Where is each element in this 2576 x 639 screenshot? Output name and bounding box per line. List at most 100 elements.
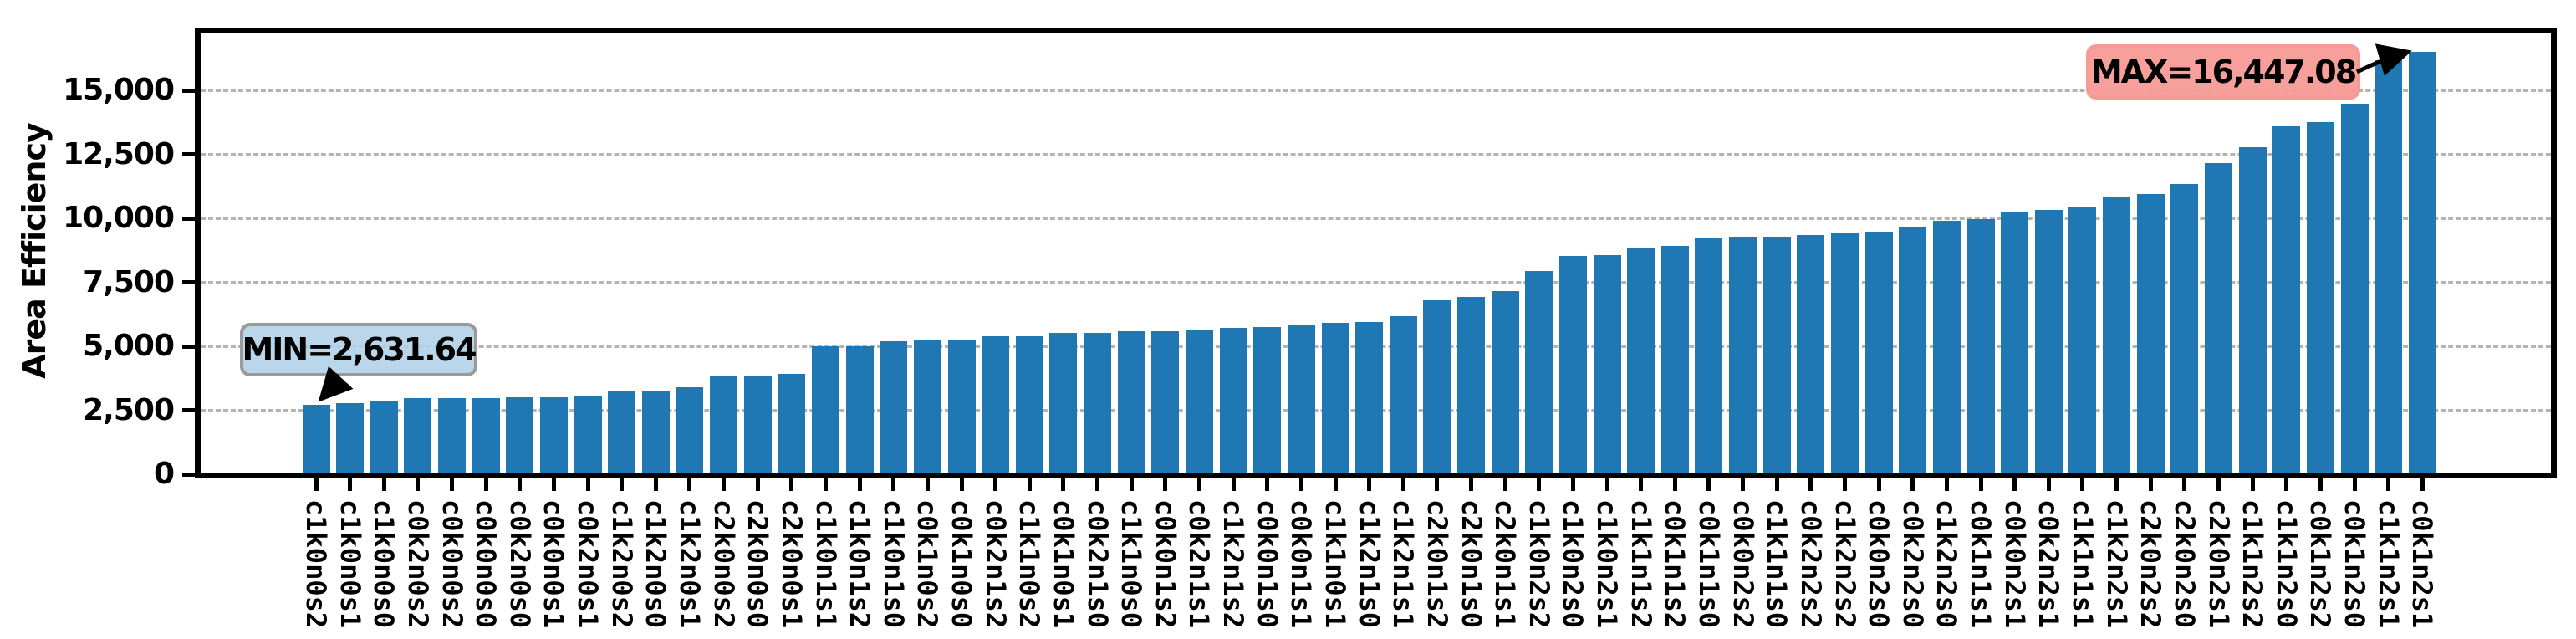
x-tick-mark-c1k1n0s2 (1027, 478, 1032, 491)
gridline-7500 (201, 281, 2551, 284)
bar-c0k0n1s0 (1253, 327, 1282, 473)
y-tick-mark-7500 (182, 280, 195, 284)
x-tick-mark-c1k2n1s1 (1400, 478, 1405, 491)
x-tick-label-c1k1n0s2: c1k1n0s2 (1013, 499, 1046, 629)
bar-c0k2n0s2 (404, 398, 432, 473)
bar-c1k0n1s0 (880, 341, 908, 473)
x-tick-mark-c1k1n0s1 (1333, 478, 1338, 491)
x-tick-mark-c1k0n2s1 (1604, 478, 1609, 491)
x-tick-mark-c2k0n2s1 (2216, 478, 2221, 491)
x-tick-label-c0k0n1s0: c0k0n1s0 (1251, 499, 1283, 629)
x-tick-mark-c0k1n0s1 (1061, 478, 1066, 491)
bar-c1k1n2s2 (2238, 147, 2267, 473)
bar-c0k1n2s2 (2306, 122, 2334, 473)
bar-c1k2n2s2 (1831, 233, 1859, 473)
x-tick-mark-c0k0n2s2 (1741, 478, 1746, 491)
bar-c0k1n0s1 (1049, 333, 1078, 473)
x-tick-label-c0k2n1s1: c0k2n1s1 (1183, 499, 1216, 629)
bar-c0k0n0s0 (472, 398, 500, 473)
bar-c1k0n0s0 (370, 401, 398, 473)
x-tick-label-c1k1n1s1: c1k1n1s1 (2066, 499, 2099, 629)
x-tick-mark-c1k0n1s0 (891, 478, 896, 491)
bar-c2k0n0s1 (778, 374, 806, 473)
bar-c2k0n1s2 (1423, 300, 1451, 473)
x-tick-label-c1k0n2s0: c1k0n2s0 (1557, 499, 1589, 629)
bar-c1k2n0s1 (676, 387, 704, 473)
x-tick-mark-c1k1n0s0 (1129, 478, 1134, 491)
bar-c1k2n2s0 (1932, 221, 1961, 473)
x-tick-mark-c0k2n1s1 (1196, 478, 1201, 491)
x-tick-mark-c1k0n1s1 (824, 478, 828, 491)
x-tick-label-c1k2n1s1: c1k2n1s1 (1387, 499, 1420, 629)
x-tick-mark-c1k0n0s1 (348, 478, 353, 491)
x-tick-mark-c0k0n1s2 (1163, 478, 1168, 491)
x-tick-label-c1k0n0s2: c1k0n0s2 (300, 499, 332, 629)
x-tick-mark-c0k1n2s0 (2352, 478, 2357, 491)
x-tick-mark-c0k2n2s1 (2046, 478, 2051, 491)
x-tick-label-c0k0n1s1: c0k0n1s1 (1285, 499, 1318, 629)
x-tick-label-c1k0n1s2: c1k0n1s2 (844, 499, 876, 629)
x-tick-mark-c0k1n0s0 (959, 478, 964, 491)
x-tick-label-c1k0n2s2: c1k0n2s2 (1523, 499, 1555, 629)
x-tick-mark-c1k2n1s0 (1367, 478, 1372, 491)
x-tick-label-c0k0n2s0: c0k0n2s0 (1863, 499, 1895, 629)
bar-c0k1n1s2 (1660, 246, 1689, 473)
y-tick-mark-0 (182, 472, 195, 477)
y-tick-mark-15000 (182, 88, 195, 93)
x-tick-mark-c0k2n2s0 (1910, 478, 1915, 491)
bar-c1k1n1s1 (2068, 207, 2097, 473)
bar-c0k2n0s1 (574, 396, 602, 473)
bar-c0k1n0s0 (947, 340, 976, 473)
x-tick-label-c1k0n1s0: c1k0n1s0 (877, 499, 910, 629)
x-tick-label-c1k0n0s1: c1k0n0s1 (334, 499, 366, 629)
bar-c1k0n2s1 (1593, 255, 1621, 473)
bar-c1k2n0s2 (608, 391, 636, 473)
x-tick-label-c2k0n0s2: c2k0n0s2 (707, 499, 740, 629)
bar-c1k1n0s1 (1321, 323, 1349, 473)
gridline-12500 (201, 153, 2551, 156)
plot-area (195, 28, 2557, 478)
x-tick-mark-c1k2n0s2 (620, 478, 625, 491)
bar-c1k2n2s1 (2103, 197, 2131, 473)
gridline-10000 (201, 217, 2551, 220)
bar-c1k0n0s1 (336, 403, 365, 473)
x-tick-label-c1k0n2s1: c1k0n2s1 (1591, 499, 1624, 629)
x-tick-label-c1k0n0s0: c1k0n0s0 (368, 499, 400, 629)
bar-c0k2n1s1 (1185, 330, 1213, 473)
y-tick-label-2500: 2,500 (83, 392, 175, 427)
x-tick-mark-c0k1n0s2 (925, 478, 930, 491)
x-tick-mark-c2k0n1s1 (1502, 478, 1507, 491)
bar-c1k1n1s2 (1627, 248, 1655, 473)
bar-c0k2n1s0 (1084, 333, 1112, 473)
x-tick-label-c1k2n2s0: c1k2n2s0 (1931, 499, 1963, 629)
x-tick-label-c0k1n2s2: c0k1n2s2 (2304, 499, 2337, 629)
bar-c2k0n1s1 (1491, 291, 1519, 473)
x-tick-mark-c0k2n0s0 (518, 478, 523, 491)
bar-c1k2n1s0 (1355, 322, 1384, 473)
x-tick-label-c2k0n0s0: c2k0n0s0 (742, 499, 774, 629)
bar-c0k0n2s1 (2001, 212, 2029, 473)
x-tick-label-c1k2n2s2: c1k2n2s2 (1829, 499, 1861, 629)
x-tick-label-c2k0n2s0: c2k0n2s0 (2168, 499, 2201, 629)
x-tick-label-c2k0n1s2: c2k0n1s2 (1421, 499, 1453, 629)
x-tick-mark-c1k2n0s0 (653, 478, 658, 491)
bar-c0k0n2s0 (1864, 232, 1893, 473)
x-tick-mark-c0k0n1s1 (1298, 478, 1303, 491)
bar-c2k0n2s1 (2205, 163, 2232, 473)
bar-c1k2n1s2 (1219, 328, 1247, 473)
x-tick-label-c1k1n0s0: c1k1n0s0 (1115, 499, 1148, 629)
x-tick-mark-c2k0n0s2 (722, 478, 727, 491)
x-tick-mark-c0k2n0s2 (416, 478, 421, 491)
x-tick-label-c1k2n1s2: c1k2n1s2 (1217, 499, 1250, 629)
x-tick-mark-c1k1n2s2 (2250, 478, 2255, 491)
x-tick-label-c0k0n0s2: c0k0n0s2 (436, 499, 468, 629)
bar-c0k2n2s0 (1899, 227, 1927, 473)
bar-c1k1n2s1 (2375, 60, 2403, 473)
x-tick-label-c1k1n0s1: c1k1n0s1 (1319, 499, 1352, 629)
x-tick-mark-c0k2n2s2 (1808, 478, 1813, 491)
x-tick-label-c0k1n2s1: c0k1n2s1 (2406, 499, 2439, 629)
bar-c0k1n2s1 (2408, 52, 2436, 473)
bar-c1k1n0s0 (1117, 331, 1145, 473)
x-tick-mark-c0k0n0s0 (483, 478, 488, 491)
